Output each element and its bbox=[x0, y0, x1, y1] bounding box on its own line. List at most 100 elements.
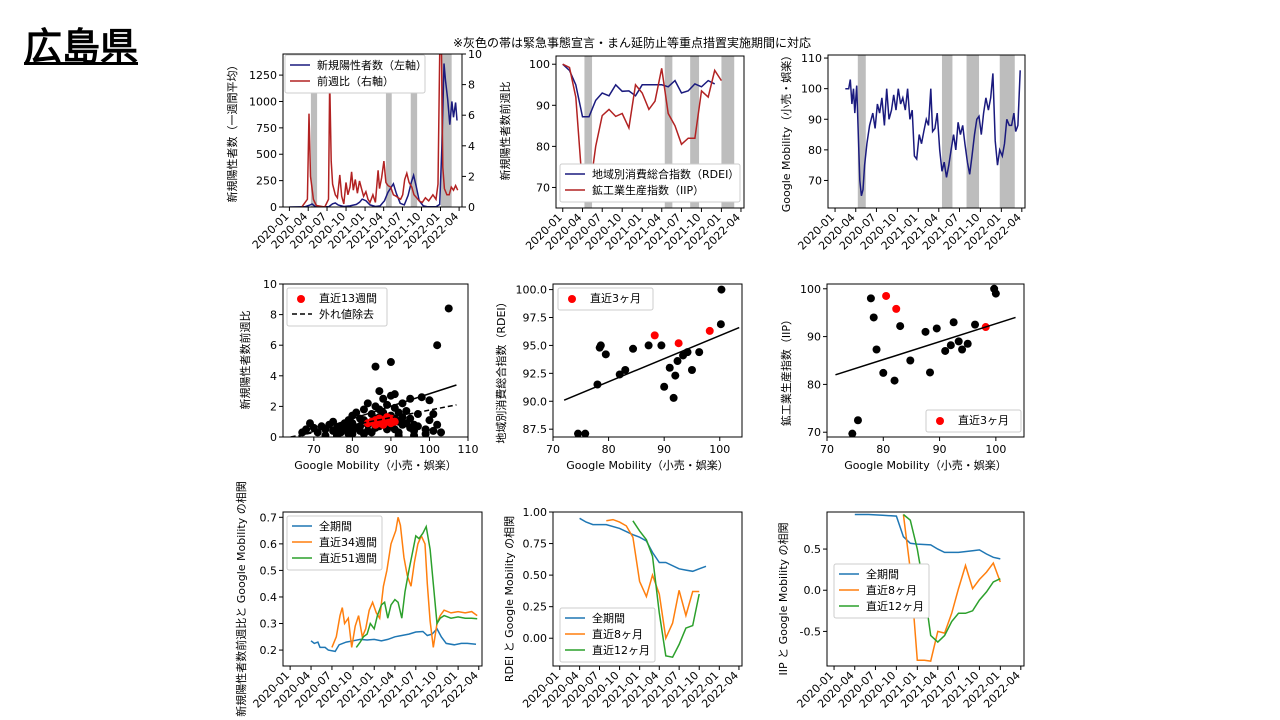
scatter_iip-point-recent bbox=[882, 291, 891, 300]
scatter_iip-point bbox=[963, 339, 972, 348]
scatter_rdei-xtick-label: 70 bbox=[546, 443, 560, 456]
scatter_iip-point bbox=[941, 346, 950, 355]
scatter_iip-xtick-label: 90 bbox=[933, 443, 947, 456]
scatter_cases-point bbox=[437, 428, 446, 437]
mobility-ytick-label: 100 bbox=[801, 83, 822, 96]
corr_rdei-frame bbox=[552, 511, 743, 667]
corr_iip-legend-label: 全期間 bbox=[866, 567, 899, 581]
scatter_iip-fit-line bbox=[835, 316, 1016, 376]
corr_cases-ytick-label: 0.6 bbox=[260, 538, 278, 551]
cases-shaded-period bbox=[410, 54, 418, 207]
scatter_rdei-point-recent bbox=[705, 326, 714, 335]
consumption-legend-label: 鉱工業生産指数（IIP） bbox=[592, 183, 704, 197]
scatter_rdei-xtick-label: 80 bbox=[602, 443, 616, 456]
consumption-ytick-label: 80 bbox=[536, 140, 550, 153]
corr_cases-series-line-1 bbox=[331, 517, 478, 648]
scatter_rdei-fit-line bbox=[563, 326, 740, 401]
scatter_rdei-ytick-label: 90.0 bbox=[523, 395, 548, 408]
scatter_rdei-ytick-label: 95.0 bbox=[523, 339, 548, 352]
scatter_cases-point bbox=[433, 420, 442, 429]
scatter_rdei-point bbox=[574, 429, 583, 437]
scatter_iip-point bbox=[866, 294, 875, 303]
corr_rdei-ytick-label: 0.50 bbox=[523, 569, 548, 582]
scatter_cases-fit-line bbox=[298, 384, 457, 437]
corr_iip-ytick-label: 0.0 bbox=[804, 584, 822, 597]
corr_rdei-series-line-0 bbox=[579, 517, 707, 573]
scatter-cases-ylabel: 新規陽性者数前週比 bbox=[238, 311, 252, 410]
scatter_rdei-legend-box bbox=[557, 287, 654, 311]
scatter_cases-legend-marker bbox=[297, 295, 305, 303]
cases-ytick-label-right: 10 bbox=[468, 48, 482, 61]
scatter_cases-xtick-label: 80 bbox=[345, 443, 359, 456]
mobility-frame bbox=[827, 54, 1026, 209]
corr_iip-ytick-label: -0.5 bbox=[800, 625, 821, 638]
corr_cases-ytick-label: 0.5 bbox=[260, 564, 278, 577]
scatter_iip-point bbox=[932, 324, 941, 333]
scatter_iip-point bbox=[853, 416, 862, 425]
cases-legend-box bbox=[284, 54, 426, 94]
corr_iip-series-line-0 bbox=[854, 513, 1001, 560]
scatter_cases-point bbox=[359, 429, 368, 437]
chart-consumption: 7080901002020-012020-042020-072020-10202… bbox=[523, 55, 745, 253]
scatter_cases-point bbox=[359, 405, 368, 414]
scatter_iip-xtick-label: 70 bbox=[820, 443, 834, 456]
cases-ylabel-right: 新規陽性者数前週比 bbox=[498, 82, 512, 181]
scatter_cases-ytick-label: 8 bbox=[270, 309, 277, 322]
scatter_cases-xtick-label: 110 bbox=[458, 443, 479, 456]
corr_rdei-series-line-2 bbox=[632, 520, 700, 659]
scatter_cases-point bbox=[386, 358, 395, 367]
scatter_cases-point bbox=[429, 410, 438, 419]
corr_cases-legend-label: 直近51週間 bbox=[319, 551, 377, 565]
chart-corr_iip: -0.50.00.52020-012020-042020-072020-1020… bbox=[777, 511, 1025, 711]
corr_cases-legend-label: 直近34週間 bbox=[319, 535, 377, 549]
corr_rdei-legend-label: 直近12ヶ月 bbox=[592, 643, 650, 657]
consumption-shaded-period bbox=[664, 56, 673, 208]
scatter_iip-legend-marker bbox=[936, 417, 944, 425]
scatter_iip-point bbox=[869, 313, 878, 322]
scatter_iip-point bbox=[896, 322, 905, 331]
cases-legend-label: 前週比（右軸） bbox=[317, 74, 394, 88]
scatter_cases-point-recent bbox=[386, 419, 395, 428]
scatter_cases-point bbox=[406, 414, 415, 423]
consumption-shaded-period bbox=[584, 56, 593, 208]
scatter_cases-point bbox=[332, 431, 341, 437]
mobility-ylabel: Google Mobility（小売・娯楽） bbox=[779, 50, 793, 212]
scatter_iip-xlabel: Google Mobility（小売・娯楽） bbox=[844, 458, 1006, 472]
scatter_cases-point bbox=[425, 396, 434, 405]
scatter_iip-point bbox=[921, 327, 930, 336]
scatter_rdei-point bbox=[596, 341, 605, 350]
scatter_rdei-point bbox=[716, 320, 725, 329]
cases-shaded-period bbox=[440, 54, 452, 207]
scatter_rdei-ytick-label: 100.0 bbox=[516, 284, 548, 297]
scatter_cases-point bbox=[429, 426, 438, 435]
corr_rdei-series-line-1 bbox=[606, 518, 700, 641]
mobility-shaded-period bbox=[999, 55, 1015, 208]
corr_rdei-ytick-label: 1.00 bbox=[523, 506, 548, 519]
series-line-ratio bbox=[301, 54, 459, 207]
scatter_rdei-point bbox=[669, 393, 678, 402]
scatter_iip-point bbox=[848, 429, 857, 437]
scatter_cases-ytick-label: 2 bbox=[270, 400, 277, 413]
consumption-legend-box bbox=[559, 163, 741, 203]
corr_iip-ylabel: IIP と Google Mobility の相関 bbox=[777, 522, 790, 675]
scatter_cases-point bbox=[433, 341, 442, 350]
scatter_iip-legend-box bbox=[925, 409, 1022, 433]
scatter_cases-ytick-label: 4 bbox=[270, 370, 277, 383]
series-line-mobility bbox=[845, 70, 1021, 196]
cases-ytick-label-right: 0 bbox=[468, 201, 475, 214]
scatter_rdei-point bbox=[644, 341, 653, 350]
chart-corr_rdei: 0.000.250.500.751.002020-012020-042020-0… bbox=[503, 506, 743, 711]
scatter_cases-ytick-label: 10 bbox=[263, 278, 277, 291]
scatter_cases-ytick-label: 0 bbox=[270, 431, 277, 444]
scatter_cases-point bbox=[302, 425, 311, 434]
scatter_iip-point bbox=[991, 289, 1000, 298]
scatter_iip-point bbox=[890, 376, 899, 385]
corr_cases-series-line-0 bbox=[310, 627, 477, 653]
scatter_cases-xtick-label: 100 bbox=[419, 443, 440, 456]
consumption-frame bbox=[555, 55, 745, 209]
scatter_rdei-point bbox=[581, 429, 590, 437]
cases-ytick-label: 750 bbox=[256, 122, 277, 135]
scatter_cases-point-recent bbox=[379, 420, 388, 429]
scatter_rdei-point bbox=[673, 357, 682, 366]
scatter_cases-fit-line-outliers-removed bbox=[290, 404, 457, 437]
